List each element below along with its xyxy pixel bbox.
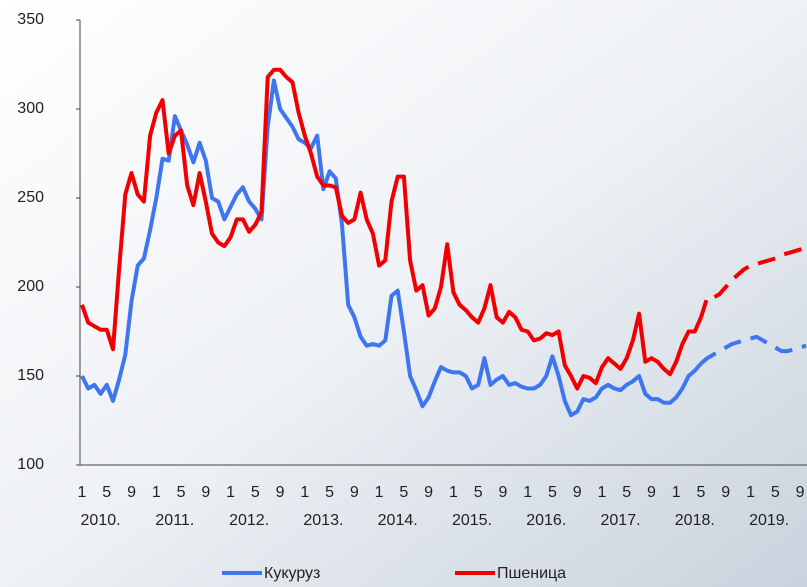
y-tick-label: 150 [17, 367, 44, 384]
forecast-line [699, 334, 807, 366]
x-tick-label: 5 [548, 484, 557, 501]
x-tick-label: 1 [375, 484, 384, 501]
y-tick-label: 300 [17, 100, 44, 117]
year-label: 2012. [229, 512, 269, 529]
year-label: 2017. [601, 512, 641, 529]
x-tick-label: 5 [399, 484, 408, 501]
x-tick-label: 9 [647, 484, 656, 501]
year-label: 2018. [675, 512, 715, 529]
year-label: 2015. [452, 512, 492, 529]
x-tick-label: 1 [226, 484, 235, 501]
x-tick-label: 9 [721, 484, 730, 501]
legend-label: Пшеница [497, 565, 566, 582]
x-tick-label: 9 [424, 484, 433, 501]
series-line [80, 78, 703, 418]
y-tick-label: 100 [17, 456, 44, 473]
forecast-line [699, 245, 807, 318]
legend-label: Кукуруз [264, 565, 320, 582]
x-tick-label: 1 [449, 484, 458, 501]
x-tick-label: 5 [622, 484, 631, 501]
year-label: 2016. [526, 512, 566, 529]
x-tick-label: 1 [300, 484, 309, 501]
x-tick-label: 5 [474, 484, 483, 501]
year-label: 2011. [155, 512, 194, 529]
x-tick-label: 1 [746, 484, 755, 501]
y-tick-label: 350 [17, 11, 44, 28]
x-tick-label: 5 [697, 484, 706, 501]
year-label: 2013. [303, 512, 343, 529]
series-line [80, 67, 703, 391]
x-tick-label: 5 [251, 484, 260, 501]
x-tick-label: 9 [350, 484, 359, 501]
x-tick-label: 9 [498, 484, 507, 501]
x-tick-label: 9 [276, 484, 285, 501]
x-tick-label: 5 [771, 484, 780, 501]
year-label: 2010. [81, 512, 121, 529]
x-tick-label: 5 [102, 484, 111, 501]
x-tick-label: 1 [152, 484, 161, 501]
x-tick-label: 1 [598, 484, 607, 501]
x-tick-label: 1 [78, 484, 87, 501]
x-tick-label: 1 [523, 484, 532, 501]
y-tick-label: 200 [17, 278, 44, 295]
x-tick-label: 5 [325, 484, 334, 501]
x-tick-label: 9 [796, 484, 805, 501]
year-label: 2019. [749, 512, 789, 529]
x-tick-label: 9 [201, 484, 210, 501]
x-tick-label: 1 [672, 484, 681, 501]
x-tick-label: 9 [573, 484, 582, 501]
year-label: 2014. [378, 512, 418, 529]
x-tick-label: 5 [177, 484, 186, 501]
y-tick-label: 250 [17, 189, 44, 206]
x-tick-label: 9 [127, 484, 136, 501]
